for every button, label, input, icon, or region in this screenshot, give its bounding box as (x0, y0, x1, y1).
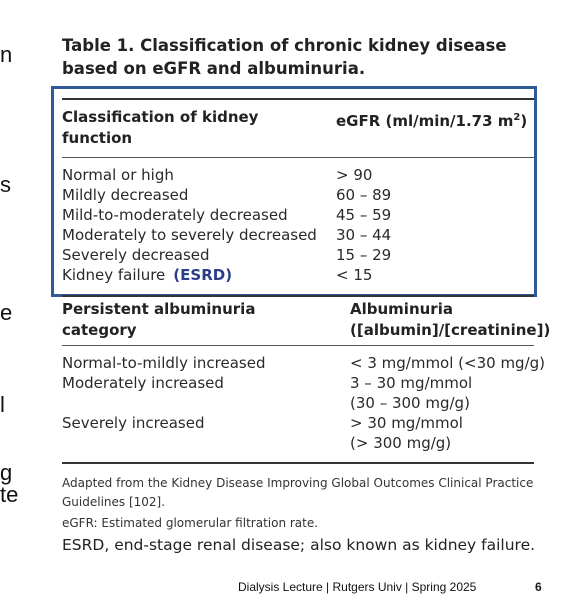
alb-value-alt: (30 – 300 mg/g) (350, 394, 470, 412)
alb-value: < 3 mg/mmol (<30 mg/g) (350, 354, 546, 372)
footnote-adapted: Adapted from the Kidney Disease Improvin… (62, 476, 534, 509)
esrd-tag: (ESRD) (173, 266, 233, 284)
header-rule (62, 157, 534, 158)
kf-label: Moderately to severely decreased (62, 226, 317, 244)
alb-value: > 30 mg/mmol (350, 414, 463, 432)
col-header-egfr: eGFR (ml/min/1.73 m2) (336, 112, 528, 130)
kf-row-kidney-failure: Kidney failure (ESRD) (62, 265, 232, 285)
kf-value: 60 – 89 (336, 186, 392, 204)
alb-value-alt: (> 300 mg/g) (350, 434, 452, 452)
side-fragment: s (0, 172, 11, 197)
kf-value: 30 – 44 (336, 226, 392, 244)
table-title: Table 1. Classification of chronic kidne… (62, 36, 507, 78)
kf-value: 15 – 29 (336, 246, 392, 264)
alb-label: Severely increased (62, 414, 205, 432)
kf-label: Mild-to-moderately decreased (62, 206, 288, 224)
alb-label: Normal-to-mildly increased (62, 354, 266, 372)
kf-label: Kidney failure (62, 266, 166, 284)
col-header-classification: Classification of kidney function (62, 108, 259, 147)
col-header-albuminuria-category: Persistent albuminuria category (62, 300, 256, 339)
col-header-albuminuria-ratio: ([albumin]/[creatinine]) (350, 321, 551, 339)
kf-value: < 15 (336, 266, 373, 284)
section-rule (62, 295, 534, 297)
slide-footer: Dialysis Lecture | Rutgers Univ | Spring… (238, 580, 477, 594)
kf-value: > 90 (336, 166, 373, 184)
kf-label: Mildly decreased (62, 186, 189, 204)
kf-label: Severely decreased (62, 246, 210, 264)
side-fragment: e (0, 300, 13, 325)
table-top-rule (62, 98, 534, 100)
side-fragment: n (0, 42, 13, 67)
kf-value: 45 – 59 (336, 206, 392, 224)
alb-value: 3 – 30 mg/mmol (350, 374, 473, 392)
side-fragment: g (0, 460, 13, 485)
table-bottom-rule (62, 462, 534, 464)
side-fragment: te (0, 482, 19, 507)
footnote-egfr: eGFR: Estimated glomerular filtration ra… (62, 516, 319, 530)
col-header-albuminuria: Albuminuria (350, 300, 453, 318)
page-number: 6 (535, 580, 542, 594)
header-rule (62, 345, 534, 346)
side-fragment: l (0, 392, 5, 417)
kf-label: Normal or high (62, 166, 174, 184)
alb-label: Moderately increased (62, 374, 224, 392)
footnote-esrd: ESRD, end-stage renal disease; also know… (62, 536, 536, 554)
